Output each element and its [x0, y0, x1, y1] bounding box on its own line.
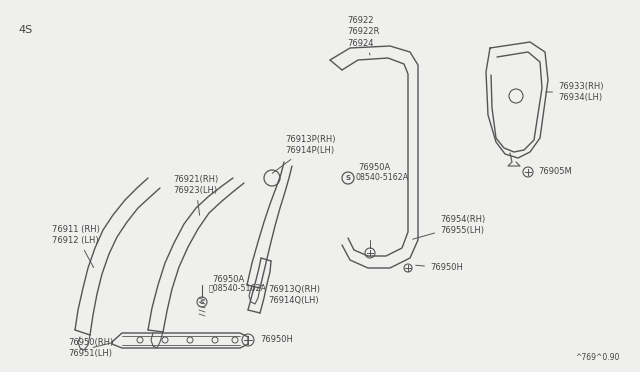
Text: 76911 (RH)
76912 (LH): 76911 (RH) 76912 (LH): [52, 225, 100, 267]
Text: 76950(RH)
76951(LH): 76950(RH) 76951(LH): [68, 338, 113, 358]
Text: S: S: [346, 175, 351, 181]
Text: 76913P(RH)
76914P(LH): 76913P(RH) 76914P(LH): [272, 135, 335, 173]
Text: 76950A: 76950A: [212, 275, 244, 284]
Text: 76950H: 76950H: [260, 336, 293, 344]
Text: 76954(RH)
76955(LH): 76954(RH) 76955(LH): [413, 215, 485, 239]
Text: 76905M: 76905M: [538, 167, 572, 176]
Text: 76921(RH)
76923(LH): 76921(RH) 76923(LH): [173, 175, 218, 215]
Text: 76913Q(RH)
76914Q(LH): 76913Q(RH) 76914Q(LH): [260, 285, 320, 305]
Text: 08540-5162A: 08540-5162A: [356, 173, 409, 182]
Text: 76922
76922R
76924: 76922 76922R 76924: [347, 16, 380, 55]
Text: 4S: 4S: [18, 25, 32, 35]
Text: ^769^0.90: ^769^0.90: [575, 353, 620, 362]
Text: Ⓜ08540-5162A: Ⓜ08540-5162A: [209, 283, 267, 292]
Text: 76933(RH)
76934(LH): 76933(RH) 76934(LH): [546, 82, 604, 102]
Text: 76950A: 76950A: [358, 163, 390, 172]
Text: S: S: [200, 299, 204, 305]
Text: 76950H: 76950H: [416, 263, 463, 273]
